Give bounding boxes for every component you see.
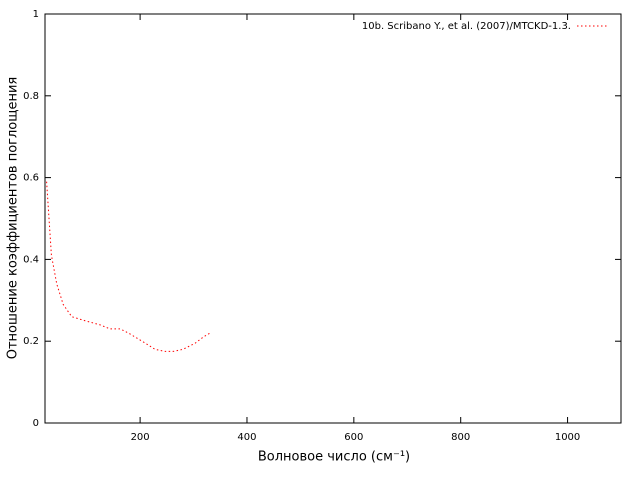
x-tick-label: 600 xyxy=(344,432,363,443)
x-axis-label: Волновое число (см⁻¹) xyxy=(258,450,410,465)
x-tick-label: 800 xyxy=(451,432,470,443)
y-tick-label: 0.2 xyxy=(23,336,39,347)
y-tick-label: 0.8 xyxy=(23,91,39,102)
data-line xyxy=(46,181,211,352)
x-tick-label: 1000 xyxy=(555,432,580,443)
y-tick-label: 0.6 xyxy=(23,173,39,184)
y-tick-label: 0.4 xyxy=(23,254,39,265)
y-axis-label: Отношение коэффициентов поглощения xyxy=(6,77,21,360)
legend-label: 10b. Scribano Y., et al. (2007)/MTCKD-1.… xyxy=(362,21,571,32)
x-tick-label: 200 xyxy=(131,432,150,443)
plot-frame xyxy=(44,13,622,424)
x-tick-label: 400 xyxy=(237,432,256,443)
y-tick-label: 1 xyxy=(33,9,39,20)
y-tick-label: 0 xyxy=(33,418,39,429)
